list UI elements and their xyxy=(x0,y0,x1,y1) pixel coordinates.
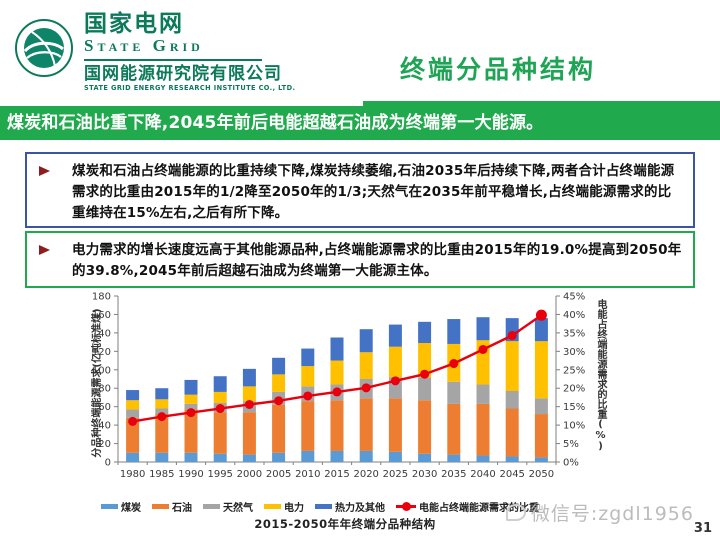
svg-text:30%: 30% xyxy=(563,347,585,358)
svg-text:0: 0 xyxy=(105,458,111,469)
svg-text:40: 40 xyxy=(98,421,111,432)
svg-text:40%: 40% xyxy=(563,310,585,321)
watermark: 微信号:zgdl1956 xyxy=(505,499,694,526)
chart-legend: 煤炭 石油 天然气 电力 热力及其他 电能占终端能源需求的比重 xyxy=(60,499,580,514)
legend-item: 电能占终端能源需求的比重 xyxy=(396,499,539,514)
svg-text:35%: 35% xyxy=(563,328,585,339)
energy-structure-chart: 0204060801001201401601800%5%10%15%20%25%… xyxy=(92,292,585,481)
logo-brand-en: State Grid xyxy=(84,36,204,55)
bullet-box-1: 煤炭和石油占终端能源的比重持续下降,煤炭持续萎缩,石油2035年后持续下降,两者… xyxy=(25,152,695,228)
watermark-text: 微信号:zgdl1956 xyxy=(530,503,694,525)
svg-text:20%: 20% xyxy=(563,384,585,395)
legend-label: 煤炭 xyxy=(121,503,141,514)
svg-text:2005: 2005 xyxy=(266,469,291,480)
logo-divider xyxy=(84,59,262,61)
legend-swatch-icon xyxy=(315,504,332,509)
header: 国家电网 State Grid 国网能源研究院有限公司 STATE GRID E… xyxy=(0,0,720,107)
legend-label: 电力 xyxy=(284,503,304,514)
svg-text:2030: 2030 xyxy=(412,469,437,480)
legend-label: 电能占终端能源需求的比重 xyxy=(419,503,539,514)
logo-brand-cn: 国家电网 xyxy=(84,11,184,37)
wechat-bubble-icon xyxy=(505,504,526,521)
legend-item: 煤炭 xyxy=(101,499,141,514)
svg-text:15%: 15% xyxy=(563,402,585,413)
headline-banner: 煤炭和石油比重下降,2045年前后电能超越石油成为终端第一大能源。 xyxy=(0,106,720,140)
svg-text:1985: 1985 xyxy=(149,469,174,480)
legend-item: 石油 xyxy=(152,499,192,514)
svg-text:10%: 10% xyxy=(563,421,585,432)
legend-item: 热力及其他 xyxy=(315,499,385,514)
svg-text:180: 180 xyxy=(92,292,111,303)
svg-text:60: 60 xyxy=(98,402,111,413)
legend-swatch-icon xyxy=(264,504,281,509)
svg-text:5%: 5% xyxy=(563,439,579,450)
page-title: 终端分品种结构 xyxy=(400,55,597,84)
svg-text:2045: 2045 xyxy=(499,469,524,480)
page-number: 31 xyxy=(693,521,712,536)
state-grid-globe-icon xyxy=(15,19,73,77)
svg-text:120: 120 xyxy=(92,347,111,358)
svg-text:20: 20 xyxy=(98,439,111,450)
legend-item: 电力 xyxy=(264,499,304,514)
svg-text:80: 80 xyxy=(98,384,111,395)
svg-text:100: 100 xyxy=(92,365,111,376)
bullet-text-1: 煤炭和石油占终端能源的比重持续下降,煤炭持续萎缩,石油2035年后持续下降,两者… xyxy=(72,163,675,221)
svg-text:2015: 2015 xyxy=(324,469,349,480)
legend-swatch-icon xyxy=(101,504,118,509)
title-underline xyxy=(363,101,720,107)
svg-text:1980: 1980 xyxy=(120,469,145,480)
svg-text:2010: 2010 xyxy=(295,469,320,480)
chart-caption: 2015-2050年年终端分品种结构 xyxy=(254,517,436,531)
state-grid-logo: 国家电网 State Grid 国网能源研究院有限公司 STATE GRID E… xyxy=(14,12,295,93)
svg-text:0%: 0% xyxy=(563,458,579,469)
svg-text:2040: 2040 xyxy=(470,469,495,480)
svg-text:2025: 2025 xyxy=(383,469,408,480)
logo-org-en: STATE GRID ENERGY RESEARCH INSTITUTE CO.… xyxy=(84,84,296,92)
legend-dot-icon xyxy=(402,502,411,511)
bullet-arrow-icon xyxy=(39,166,66,176)
legend-label: 石油 xyxy=(172,503,192,514)
left-axis-title: 分品种终端能源需求(亿吨标准煤) xyxy=(92,308,103,458)
right-axis-title: 电能占终端能源需求的比重(%) xyxy=(595,299,606,452)
svg-text:2000: 2000 xyxy=(237,469,262,480)
legend-item: 天然气 xyxy=(203,499,253,514)
bullet-text-2: 电力需求的增长速度远高于其他能源品种,占终端能源需求的比重由2015年的19.0… xyxy=(72,242,682,279)
svg-text:1995: 1995 xyxy=(207,469,232,480)
logo-org-cn: 国网能源研究院有限公司 xyxy=(84,64,282,84)
legend-swatch-icon xyxy=(152,504,169,509)
svg-text:2035: 2035 xyxy=(441,469,466,480)
bullet-box-2: 电力需求的增长速度远高于其他能源品种,占终端能源需求的比重由2015年的19.0… xyxy=(25,231,695,288)
svg-text:140: 140 xyxy=(92,328,111,339)
svg-text:160: 160 xyxy=(92,310,111,321)
svg-text:2050: 2050 xyxy=(529,469,554,480)
legend-label: 天然气 xyxy=(223,503,253,514)
legend-swatch-icon xyxy=(203,504,220,509)
svg-text:25%: 25% xyxy=(563,365,585,376)
svg-text:1990: 1990 xyxy=(178,469,203,480)
svg-text:2020: 2020 xyxy=(353,469,378,480)
svg-text:45%: 45% xyxy=(563,292,585,303)
bullet-arrow-icon xyxy=(39,245,66,255)
legend-line-marker-icon xyxy=(396,502,416,511)
logo-text: 国家电网 State Grid 国网能源研究院有限公司 STATE GRID E… xyxy=(84,12,295,93)
legend-label: 热力及其他 xyxy=(335,503,385,514)
